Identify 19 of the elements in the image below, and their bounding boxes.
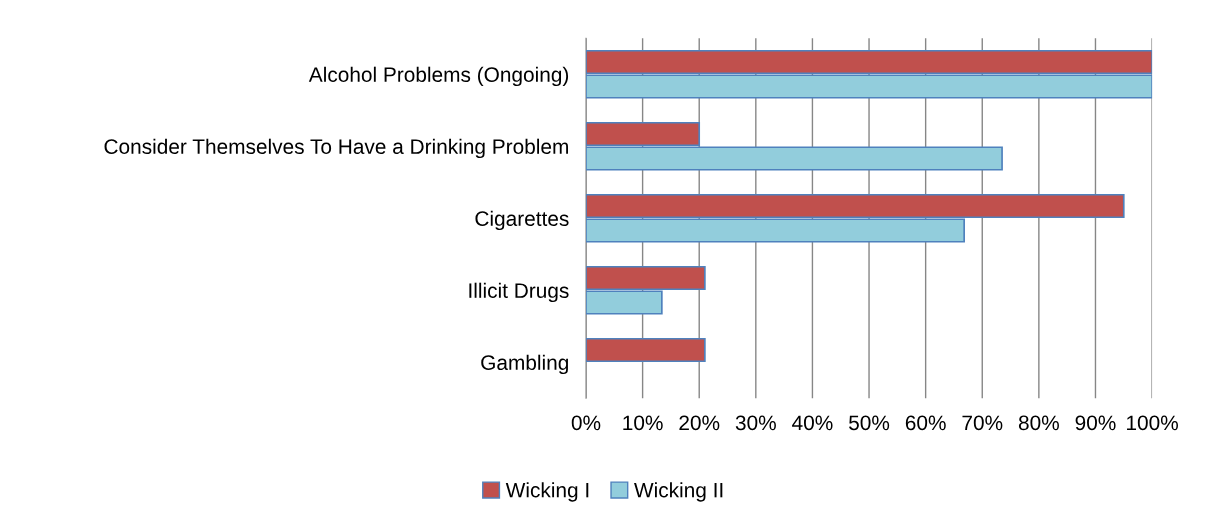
y-tick-label: Alcohol Problems (Ongoing) [308, 66, 569, 87]
x-tick-label: 40% [792, 415, 833, 431]
x-tick-label: 60% [905, 415, 946, 431]
x-tick-label: 90% [1075, 415, 1116, 431]
x-tick-label: 70% [962, 415, 1003, 431]
x-tick-label: 0% [571, 415, 601, 431]
x-tick-label: 20% [679, 415, 720, 431]
legend-label: Wicking II [634, 482, 723, 502]
y-tick-label: Cigarettes [475, 210, 569, 231]
x-tick-label: 80% [1018, 415, 1059, 431]
legend-label: Wicking I [505, 482, 589, 502]
y-tick-label: Illicit Drugs [469, 282, 569, 303]
x-tick-label: 50% [849, 415, 890, 431]
x-tick-label: 30% [735, 415, 776, 431]
bar [586, 337, 706, 363]
x-tick-label: 100% [1127, 415, 1178, 431]
x-tick-label: 10% [623, 415, 663, 431]
y-tick-label: Consider Themselves To Have a Drinking Problem [104, 138, 568, 159]
y-tick-label: Gambling [481, 354, 568, 375]
